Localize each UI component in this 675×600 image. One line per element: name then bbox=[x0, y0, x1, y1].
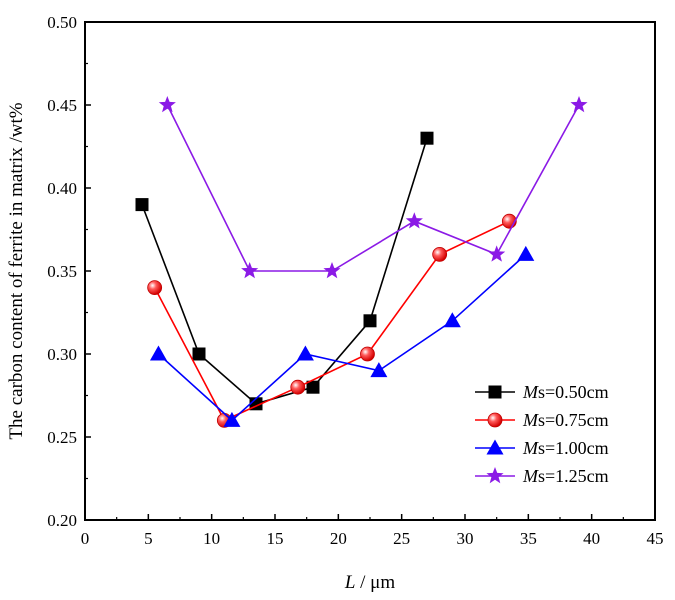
series-2 bbox=[147, 213, 517, 428]
x-tick-label: 40 bbox=[583, 529, 600, 548]
data-point bbox=[432, 246, 448, 262]
legend-marker bbox=[486, 439, 504, 455]
data-point bbox=[360, 346, 375, 362]
series-layer bbox=[135, 96, 588, 428]
x-axis-title-variable: L bbox=[344, 572, 356, 593]
legend-entry: Ms=0.50cm bbox=[475, 382, 609, 402]
x-tick-label: 15 bbox=[267, 529, 284, 548]
series-line bbox=[153, 220, 510, 422]
x-axis-title: L / μm bbox=[344, 572, 396, 593]
data-point bbox=[135, 198, 149, 212]
data-point bbox=[296, 345, 314, 361]
legend-label-variable: M bbox=[522, 438, 539, 458]
data-point bbox=[323, 262, 341, 279]
legend-label: Ms=1.00cm bbox=[522, 438, 609, 458]
data-point bbox=[570, 96, 588, 113]
data-point bbox=[192, 347, 206, 361]
legend-marker bbox=[487, 412, 503, 428]
x-tick-label: 5 bbox=[144, 529, 153, 548]
x-axis-title-unit: / μm bbox=[355, 572, 395, 593]
y-tick-label: 0.45 bbox=[47, 96, 77, 115]
legend-label: Ms=1.25cm bbox=[522, 466, 609, 486]
legend-label: Ms=0.50cm bbox=[522, 382, 609, 402]
y-axis-title: The carbon content of ferrite in matrix … bbox=[6, 102, 27, 439]
legend-label-variable: M bbox=[522, 382, 539, 402]
series-line bbox=[157, 253, 527, 422]
legend-label-value: s=1.25cm bbox=[538, 466, 609, 486]
x-tick-label: 45 bbox=[647, 529, 664, 548]
legend-label: Ms=0.75cm bbox=[522, 410, 609, 430]
series-line bbox=[141, 137, 428, 405]
legend-marker bbox=[488, 385, 502, 399]
legend-label-value: s=0.75cm bbox=[538, 410, 609, 430]
data-point bbox=[363, 314, 377, 328]
y-tick-label: 0.30 bbox=[47, 345, 77, 364]
data-point bbox=[149, 345, 167, 361]
legend-label-value: s=1.00cm bbox=[538, 438, 609, 458]
x-tick-label: 30 bbox=[457, 529, 474, 548]
y-tick-label: 0.25 bbox=[47, 428, 77, 447]
data-point bbox=[306, 380, 320, 394]
x-tick-label: 20 bbox=[330, 529, 347, 548]
x-tick-label: 0 bbox=[81, 529, 90, 548]
legend-entry: Ms=1.00cm bbox=[475, 438, 609, 458]
y-tick-label: 0.35 bbox=[47, 262, 77, 281]
legend-marker bbox=[486, 467, 504, 484]
x-tick-label: 35 bbox=[520, 529, 537, 548]
series-line bbox=[166, 104, 580, 272]
legend-label-value: s=0.50cm bbox=[538, 382, 609, 402]
data-point bbox=[241, 262, 259, 279]
x-tick-label: 25 bbox=[393, 529, 410, 548]
data-point bbox=[488, 245, 506, 262]
data-point bbox=[443, 312, 461, 328]
data-point bbox=[370, 362, 388, 378]
legend-label-variable: M bbox=[522, 466, 539, 486]
y-tick-label: 0.50 bbox=[47, 13, 77, 32]
data-point bbox=[158, 96, 176, 113]
data-point bbox=[147, 280, 163, 296]
data-point bbox=[517, 245, 535, 261]
data-point bbox=[405, 212, 423, 229]
legend-entry: Ms=1.25cm bbox=[475, 466, 609, 486]
series-4 bbox=[158, 96, 588, 279]
y-tick-label: 0.20 bbox=[47, 511, 77, 530]
x-tick-label: 10 bbox=[203, 529, 220, 548]
legend-label-variable: M bbox=[522, 410, 539, 430]
axes-layer: 0 5 10 15 20 25 30 35 40 45 0.20 0.25 0.30 0.35 0.40 0.… bbox=[6, 13, 664, 593]
legend-entry: Ms=0.75cm bbox=[475, 410, 609, 430]
series-3 bbox=[149, 245, 535, 427]
data-point bbox=[223, 411, 241, 427]
y-tick-label: 0.40 bbox=[47, 179, 77, 198]
data-point bbox=[290, 379, 306, 395]
data-point bbox=[420, 131, 434, 145]
